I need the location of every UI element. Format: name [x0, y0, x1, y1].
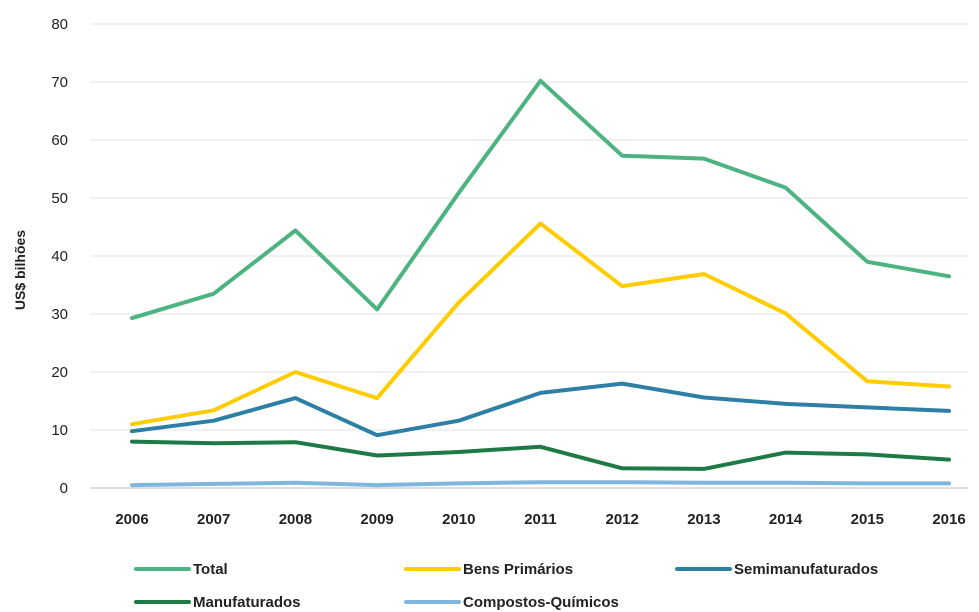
x-tick-label: 2011 — [524, 511, 557, 528]
legend-label: Semimanufaturados — [734, 561, 878, 578]
y-tick-label: 80 — [51, 16, 68, 33]
x-tick-label: 2007 — [197, 511, 230, 528]
x-tick-label: 2013 — [687, 511, 720, 528]
y-tick-label: 30 — [51, 306, 68, 323]
x-tick-label: 2009 — [360, 511, 393, 528]
series-line-1 — [130, 221, 951, 427]
series-line-3 — [130, 439, 951, 471]
x-tick-label: 2015 — [851, 511, 884, 528]
x-tick-label: 2016 — [932, 511, 965, 528]
x-axis-ticks: 2006 2007 2008 2009 2010 2011 2012 2013 2014 2015… — [115, 511, 965, 528]
x-tick-label: 2014 — [769, 511, 803, 528]
y-tick-label: 50 — [51, 190, 68, 207]
grid-lines — [90, 23, 968, 489]
y-axis-label: US$ bilhões — [12, 230, 28, 310]
series-line-2 — [130, 381, 951, 438]
y-tick-label: 60 — [51, 132, 68, 149]
y-tick-label: 40 — [51, 248, 68, 265]
legend-label: Manufaturados — [193, 594, 301, 611]
x-tick-label: 2006 — [115, 511, 148, 528]
legend-label: Compostos-Químicos — [463, 594, 619, 611]
series-line-4 — [130, 480, 951, 488]
legend: Total Bens Primários Semimanufaturados Manu… — [134, 561, 878, 611]
series-line-0 — [130, 78, 951, 321]
x-tick-label: 2012 — [606, 511, 639, 528]
y-tick-label: 20 — [51, 364, 68, 381]
x-tick-label: 2010 — [442, 511, 475, 528]
x-tick-label: 2008 — [279, 511, 312, 528]
legend-label: Bens Primários — [463, 561, 573, 578]
legend-label: Total — [193, 561, 228, 578]
y-tick-label: 10 — [51, 422, 68, 439]
y-tick-label: 70 — [51, 74, 68, 91]
y-tick-label: 0 — [60, 480, 68, 497]
series-lines — [130, 78, 951, 488]
y-axis-ticks: 0 10 20 30 40 50 60 70 80 — [51, 16, 68, 497]
